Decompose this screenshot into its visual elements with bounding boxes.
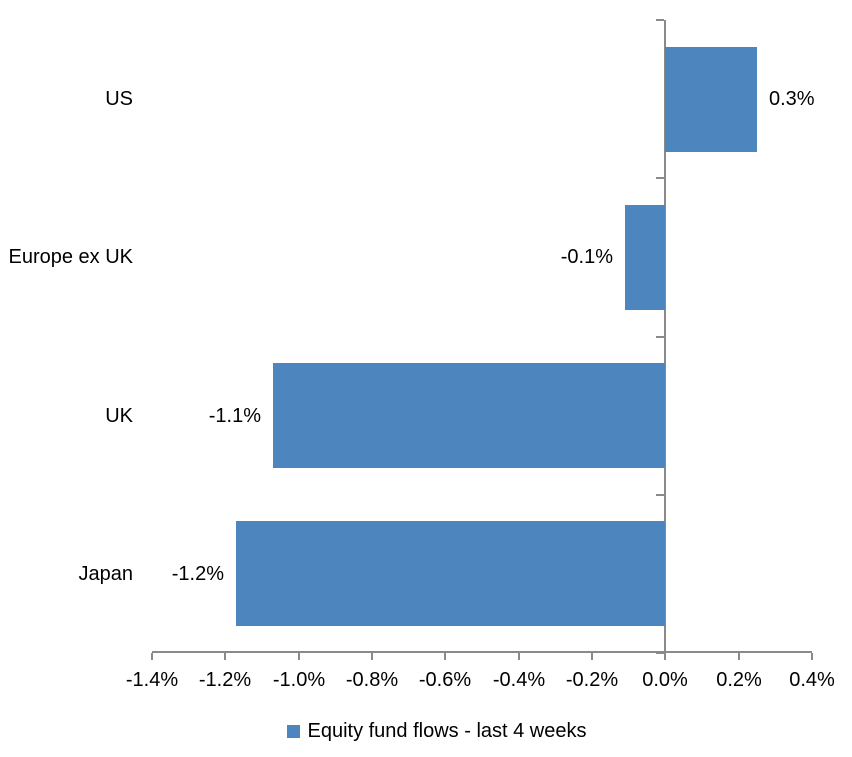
- value-axis-tick-label: -0.6%: [418, 669, 472, 691]
- plot-area: -1.4% -1.2% -1.0% -0.8% -0.6% -0.4% -0.2% 0.0% 0…: [126, 19, 835, 691]
- value-axis-tick-label: 0.4%: [789, 669, 835, 691]
- value-axis-tick-label: -0.4%: [492, 669, 546, 691]
- bar-uk: [273, 363, 665, 468]
- value-axis-tick-label: -0.8%: [345, 669, 399, 691]
- value-axis-tick: [151, 653, 153, 660]
- legend-swatch-icon: [287, 725, 301, 738]
- value-axis-tick: [371, 653, 373, 660]
- legend: Equity fund flows - last 4 weeks: [11, 720, 852, 743]
- data-label-europe-ex-uk: -0.1%: [560, 246, 613, 268]
- category-axis-tick: [656, 494, 664, 496]
- data-label-us: 0.3%: [769, 88, 815, 110]
- bar-europe-ex-uk: [625, 205, 665, 310]
- category-axis-tick: [656, 336, 664, 338]
- value-axis-tick: [298, 653, 300, 660]
- value-axis-tick: [591, 653, 593, 660]
- category-axis-line: [152, 651, 812, 653]
- value-axis-tick: [224, 653, 226, 660]
- category-axis-tick: [656, 19, 664, 21]
- category-label-japan: Japan: [78, 562, 134, 585]
- data-label-uk: -1.1%: [208, 405, 261, 427]
- value-axis-tick: [444, 653, 446, 660]
- bar-japan: [236, 521, 665, 626]
- value-axis-tick-label: -1.2%: [198, 669, 252, 691]
- category-axis-tick: [656, 177, 664, 179]
- category-axis-tick: [656, 652, 664, 654]
- value-axis-tick-label: -0.2%: [565, 669, 619, 691]
- category-label-europe-ex-uk: Europe ex UK: [8, 245, 133, 268]
- legend-label: Equity fund flows - last 4 weeks: [307, 720, 587, 742]
- value-axis-line: [664, 20, 667, 653]
- category-axis-labels: US Europe ex UK UK Japan: [0, 20, 133, 653]
- value-axis-tick-label: -1.4%: [125, 669, 179, 691]
- value-axis-tick-label: -1.0%: [272, 669, 326, 691]
- value-axis-tick: [738, 653, 740, 660]
- value-axis-tick-label: 0.2%: [716, 669, 762, 691]
- value-axis-tick: [811, 653, 813, 660]
- category-label-uk: UK: [105, 404, 133, 427]
- value-axis-tick: [518, 653, 520, 660]
- value-axis-tick-label: 0.0%: [642, 669, 688, 691]
- category-label-us: US: [105, 87, 133, 110]
- data-label-japan: -1.2%: [171, 563, 224, 585]
- value-axis-tick: [664, 653, 666, 660]
- bar-us: [665, 47, 757, 152]
